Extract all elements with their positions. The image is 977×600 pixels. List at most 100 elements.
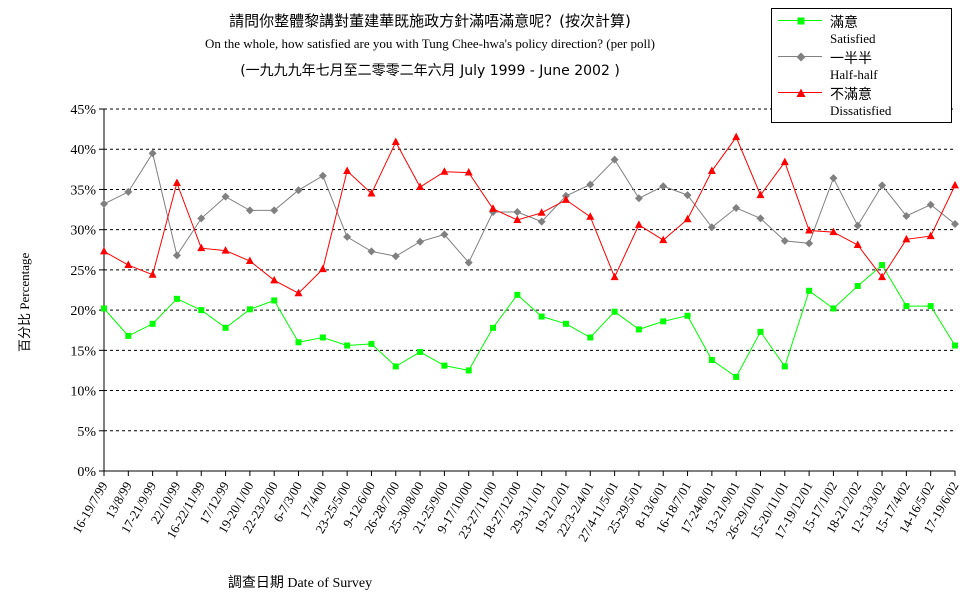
data-point (124, 260, 133, 269)
data-point (659, 182, 668, 191)
data-point (489, 204, 498, 212)
data-point (246, 306, 253, 313)
y-tick-label: 40% (70, 143, 96, 158)
y-tick-label: 5% (77, 425, 96, 440)
data-point (221, 192, 230, 201)
data-point (148, 149, 157, 158)
data-point (294, 186, 303, 195)
data-point (780, 157, 789, 166)
data-point (537, 217, 546, 226)
data-point (416, 237, 425, 246)
data-point (416, 182, 425, 191)
data-point (294, 288, 303, 297)
series-line (103, 264, 956, 378)
data-point (319, 334, 326, 341)
data-point (172, 251, 181, 260)
data-point (586, 212, 595, 220)
data-point (197, 214, 206, 223)
data-point (634, 220, 643, 228)
data-point (343, 232, 352, 241)
data-point (586, 180, 595, 189)
chart-title-english: On the whole, how satisfied are you with… (204, 36, 656, 51)
y-tick-label: 15% (70, 344, 96, 359)
data-point (270, 275, 279, 284)
data-point (100, 199, 108, 208)
data-point (902, 211, 911, 220)
data-point (537, 208, 546, 216)
data-point (634, 194, 643, 203)
x-axis-label: 調查日期 Date of Survey (227, 576, 373, 591)
data-point (197, 243, 206, 252)
data-point (659, 235, 668, 244)
data-point (538, 313, 545, 320)
data-point (490, 324, 497, 331)
data-point (391, 252, 400, 261)
data-point (878, 272, 887, 281)
data-point (417, 348, 424, 355)
data-point (561, 195, 570, 203)
legend-label-satisfied-zh: 滿意 (830, 15, 858, 31)
data-point (683, 191, 692, 200)
data-point (610, 272, 619, 281)
data-point (805, 225, 814, 234)
data-point (367, 247, 376, 256)
data-point (587, 334, 594, 341)
y-axis-label: 百分比 Percentage (17, 252, 32, 352)
data-point (172, 178, 181, 187)
data-point (343, 166, 352, 174)
data-point (684, 312, 691, 319)
series-line (103, 136, 956, 294)
y-tick-label: 45% (70, 103, 96, 118)
data-point (318, 264, 327, 273)
data-point (878, 181, 887, 190)
data-point (125, 332, 132, 339)
data-point (830, 305, 837, 312)
data-point (879, 262, 886, 269)
data-point (952, 342, 958, 349)
data-point (611, 308, 618, 315)
legend-item-half-half: 一半半 Half-half (772, 48, 953, 84)
y-tick-label: 10% (70, 385, 96, 400)
y-tick-labels: 0% 5% 10% 15% 20% 25% 30% 35% 40% 45% (70, 103, 96, 480)
data-point (344, 342, 351, 349)
legend-label-dissatisfied-zh: 不滿意 (830, 87, 872, 103)
data-point (295, 339, 302, 346)
data-point (100, 246, 108, 255)
data-point (514, 291, 521, 298)
data-point (683, 214, 692, 223)
data-point (732, 203, 741, 212)
data-point (903, 303, 910, 310)
data-point (635, 326, 642, 333)
data-point (101, 305, 107, 312)
legend-label-half-half-en: Half-half (830, 67, 878, 82)
data-point (245, 256, 254, 265)
data-point (245, 206, 254, 215)
data-point (780, 236, 789, 245)
legend-label-satisfied-en: Satisfied (830, 31, 876, 46)
legend: 滿意 Satisfied 一半半 Half-half 不滿意 Dissatisf… (771, 8, 952, 123)
data-point (902, 234, 911, 243)
data-point (732, 132, 741, 141)
legend-label-half-half-zh: 一半半 (830, 51, 872, 67)
series-line (103, 151, 956, 264)
data-point (951, 220, 959, 229)
data-point (221, 246, 230, 254)
data-point (441, 362, 448, 369)
data-point (707, 223, 716, 232)
data-point (440, 230, 449, 239)
data-point (951, 180, 959, 189)
data-point (781, 363, 788, 370)
data-point (124, 187, 133, 196)
data-point (757, 328, 764, 335)
chart-period: (一九九九年七月至二零零二年六月 July 1999 - June 2002 ) (240, 63, 620, 79)
data-point (148, 270, 157, 278)
data-point (464, 258, 473, 267)
data-point (464, 168, 473, 176)
data-point (926, 231, 935, 240)
data-point (733, 373, 740, 380)
data-point (806, 287, 813, 294)
chart-title-chinese: 請問你整體黎講對董建華既施政方針滿唔滿意呢？(按次計算) (229, 12, 631, 30)
grid-lines (104, 108, 955, 432)
data-point (368, 340, 375, 347)
